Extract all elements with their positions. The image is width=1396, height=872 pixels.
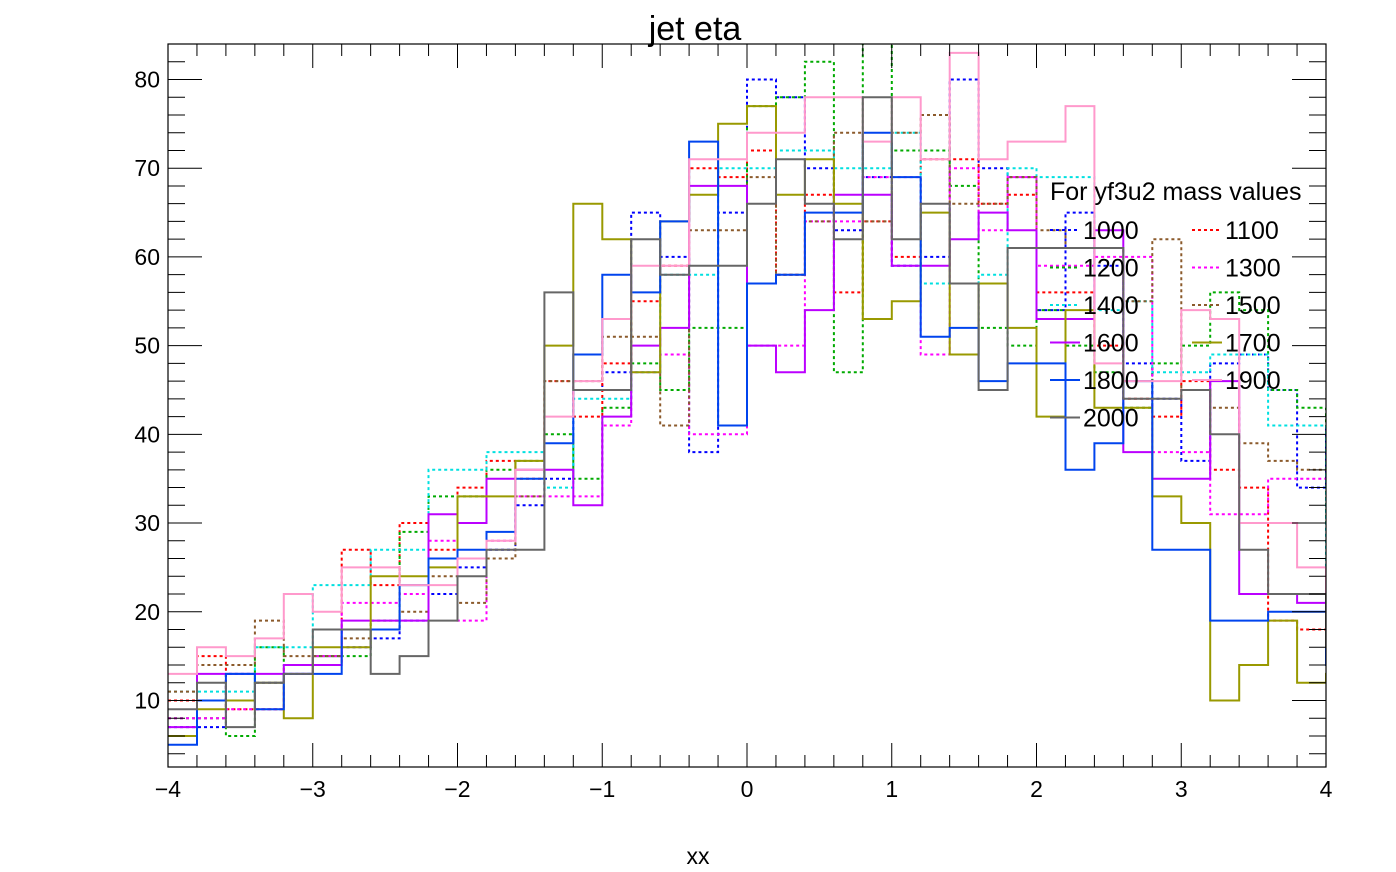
legend-entry-1200: 1200 <box>1050 255 1139 283</box>
x-axis-tick-labels: −4 −3 −2 −1 0 1 2 3 4 <box>155 776 1333 802</box>
y-tick-label: 80 <box>134 66 160 92</box>
legend-entry-1400: 1400 <box>1050 292 1139 320</box>
legend-label: 1100 <box>1225 217 1279 245</box>
legend-entry-1600: 1600 <box>1050 330 1139 358</box>
legend-label: 1300 <box>1225 255 1281 283</box>
y-axis-ticks <box>168 43 1326 755</box>
legend-entry-1900: 1900 <box>1192 367 1281 395</box>
legend-entry-1000: 1000 <box>1050 217 1139 245</box>
x-tick-label: 0 <box>741 776 754 802</box>
y-tick-label: 50 <box>134 333 160 359</box>
x-tick-label: −1 <box>589 776 615 802</box>
y-axis-tick-labels: 10 20 30 40 50 60 70 80 <box>134 66 160 713</box>
y-tick-label: 70 <box>134 155 160 181</box>
chart-title: jet eta <box>648 10 742 48</box>
legend-entry-2000: 2000 <box>1050 405 1139 433</box>
legend-entry-1300: 1300 <box>1192 255 1281 283</box>
y-tick-label: 20 <box>134 599 160 625</box>
x-tick-label: −3 <box>300 776 326 802</box>
legend-label: 2000 <box>1083 405 1139 433</box>
legend-label: 1700 <box>1225 330 1281 358</box>
x-tick-label: −2 <box>444 776 470 802</box>
x-tick-label: −4 <box>155 776 181 802</box>
legend: For yf3u2 mass values 1000 1100 1200 1300 14… <box>1050 178 1302 433</box>
x-axis-ticks <box>167 44 1327 767</box>
legend-entry-1700: 1700 <box>1192 330 1281 358</box>
series-1100-line <box>168 149 1326 711</box>
series-2000-line <box>168 96 1326 729</box>
legend-label: 1900 <box>1225 367 1281 395</box>
legend-label: 1000 <box>1083 217 1139 245</box>
legend-entry-1800: 1800 <box>1050 367 1139 395</box>
legend-label: 1800 <box>1083 367 1139 395</box>
y-tick-label: 30 <box>134 510 160 536</box>
legend-label: 1600 <box>1083 330 1139 358</box>
legend-label: 1200 <box>1083 255 1139 283</box>
series-layer <box>168 44 1326 746</box>
legend-label: 1400 <box>1083 292 1139 320</box>
y-tick-label: 10 <box>134 687 160 713</box>
x-tick-label: 1 <box>885 776 898 802</box>
legend-label: 1500 <box>1225 292 1281 320</box>
y-tick-label: 60 <box>134 244 160 270</box>
x-tick-label: 2 <box>1030 776 1043 802</box>
y-tick-label: 40 <box>134 421 160 447</box>
legend-entries: 1000 1100 1200 1300 1400 1500 1600 1700 1800 1900… <box>1050 217 1281 433</box>
legend-entry-1100: 1100 <box>1192 217 1279 245</box>
legend-title: For yf3u2 mass values <box>1050 178 1302 206</box>
legend-entry-1500: 1500 <box>1192 292 1281 320</box>
x-axis-title: xx <box>687 843 711 869</box>
x-tick-label: 4 <box>1320 776 1333 802</box>
x-tick-label: 3 <box>1175 776 1188 802</box>
